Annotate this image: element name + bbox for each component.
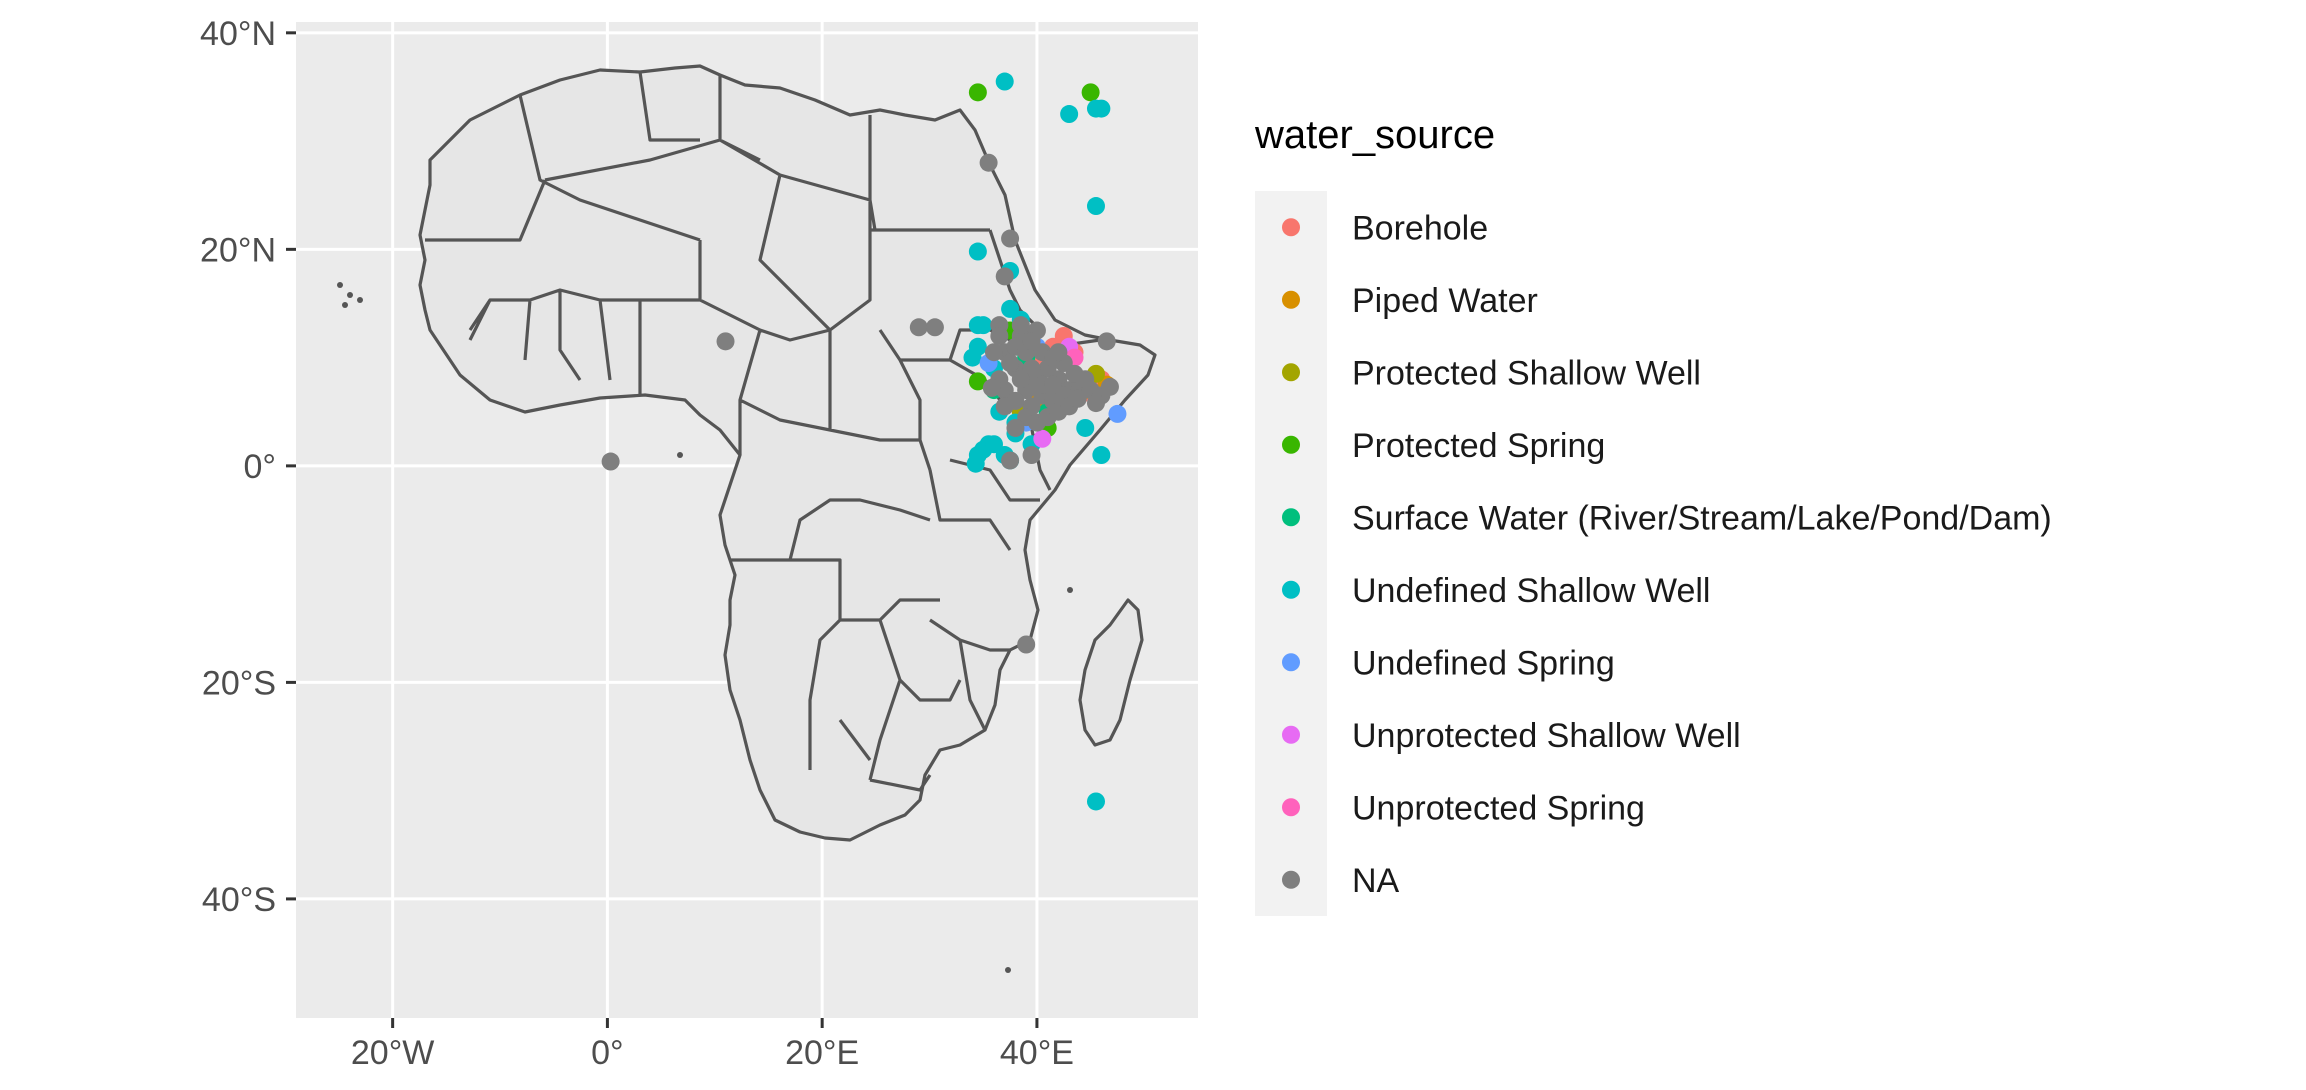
point-na — [1068, 389, 1087, 408]
point-na — [1100, 377, 1119, 396]
legend-label: NA — [1352, 862, 1400, 900]
madagascar-outline — [1078, 598, 1144, 747]
point-undefined-shallow-well — [1001, 299, 1020, 318]
island-canary — [337, 282, 343, 288]
legend-label: Undefined Shallow Well — [1352, 572, 1710, 610]
point-undefined-shallow-well — [1086, 792, 1105, 811]
point-na — [1006, 418, 1025, 437]
point-na — [1001, 229, 1020, 248]
africa-basemap — [337, 64, 1157, 973]
legend-label: Piped Water — [1352, 282, 1538, 320]
legend-label: Unprotected Shallow Well — [1352, 717, 1741, 755]
point-na — [1086, 394, 1105, 413]
point-na — [1022, 332, 1041, 351]
island-canary — [347, 292, 353, 298]
point-na — [984, 343, 1003, 362]
point-na — [1044, 375, 1063, 394]
point-protected-spring — [1081, 83, 1100, 102]
point-undefined-shallow-well — [1086, 197, 1105, 216]
point-na — [1001, 354, 1020, 373]
legend-label: Borehole — [1352, 209, 1488, 247]
legend: water_source Borehole Piped Water Protected… — [1254, 113, 2052, 916]
y-tick-label: 20°N — [200, 231, 276, 269]
point-undefined-shallow-well — [1092, 99, 1111, 118]
y-tick-label: 40°S — [202, 881, 276, 919]
point-na — [601, 452, 620, 471]
point-na — [1001, 451, 1020, 470]
point-unprotected-shallow-well — [1033, 429, 1052, 448]
point-na — [995, 397, 1014, 416]
africa-outline — [418, 64, 1157, 842]
point-na — [1076, 370, 1095, 389]
island-canary — [357, 297, 363, 303]
legend-key — [1282, 363, 1300, 382]
legend-key — [1282, 508, 1300, 527]
legend-label: Protected Spring — [1352, 427, 1605, 465]
point-na — [990, 326, 1009, 345]
legend-label: Unprotected Spring — [1352, 789, 1645, 827]
legend-key — [1282, 580, 1300, 599]
x-tick-label: 40°E — [1000, 1034, 1074, 1072]
point-na — [995, 267, 1014, 286]
point-na — [982, 378, 1001, 397]
point-undefined-shallow-well — [968, 242, 987, 261]
island-mauritius — [1005, 967, 1011, 973]
y-tick-label: 0° — [243, 448, 276, 486]
legend-key — [1282, 435, 1300, 454]
point-na — [1049, 343, 1068, 362]
island-sao-tome — [677, 452, 683, 458]
legend-label: Surface Water (River/Stream/Lake/Pond/Da… — [1352, 499, 2052, 537]
legend-key-background — [1255, 191, 1327, 916]
legend-key — [1282, 290, 1300, 309]
legend-key — [1282, 653, 1300, 672]
legend-label: Protected Shallow Well — [1352, 354, 1701, 392]
point-na — [1097, 332, 1116, 351]
point-protected-spring — [968, 83, 987, 102]
legend-key — [1282, 870, 1300, 889]
x-tick-label: 0° — [591, 1034, 624, 1072]
data-points — [601, 72, 1127, 811]
point-undefined-shallow-well — [974, 316, 993, 335]
point-na — [1022, 446, 1041, 465]
axes: 20°W 0° 20°E 40°E 40°N 20°N 0° 20°S 40°S — [200, 15, 1074, 1072]
island-comoros — [1067, 587, 1073, 593]
x-tick-label: 20°E — [785, 1034, 859, 1072]
legend-label: Undefined Spring — [1352, 644, 1615, 682]
point-na — [925, 318, 944, 337]
legend-title: water_source — [1254, 113, 1495, 157]
point-undefined-shallow-well — [966, 454, 985, 473]
legend-key — [1282, 218, 1300, 237]
point-undefined-shallow-well — [1060, 105, 1079, 124]
point-na — [716, 332, 735, 351]
y-tick-label: 40°N — [200, 15, 276, 53]
legend-key — [1282, 798, 1300, 817]
point-protected-spring — [968, 372, 987, 391]
point-undefined-shallow-well — [1092, 446, 1111, 465]
point-na — [909, 318, 928, 337]
point-na — [979, 153, 998, 172]
point-undefined-shallow-well — [1076, 418, 1095, 437]
legend-key — [1282, 725, 1300, 744]
x-tick-label: 20°W — [351, 1034, 435, 1072]
point-na — [1011, 316, 1030, 335]
y-tick-label: 20°S — [202, 664, 276, 702]
point-undefined-spring — [1108, 404, 1127, 423]
island-cape-verde — [342, 302, 348, 308]
point-undefined-shallow-well — [995, 72, 1014, 91]
point-undefined-shallow-well — [968, 337, 987, 356]
point-na — [1011, 370, 1030, 389]
point-na — [1017, 635, 1036, 654]
